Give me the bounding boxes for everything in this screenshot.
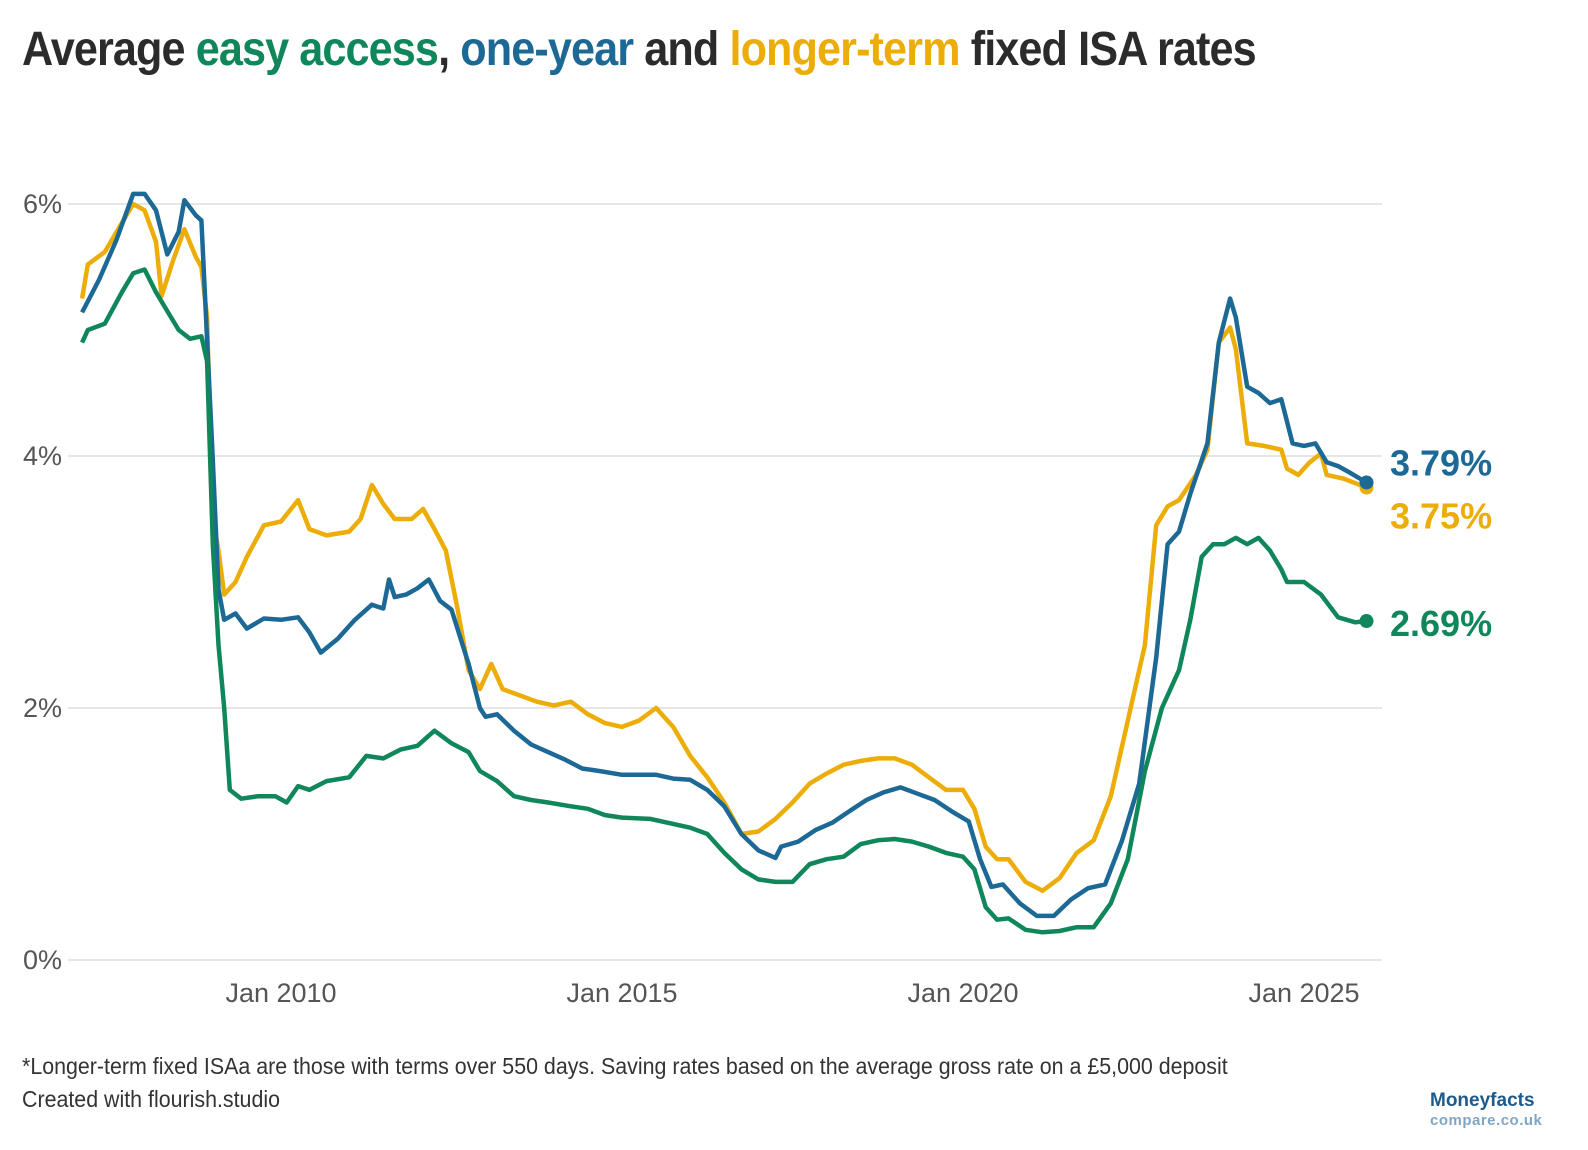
x-tick-label: Jan 2015 (566, 978, 677, 1008)
credit-link[interactable]: Created with flourish.studio (22, 1086, 281, 1112)
logo-line1: Moneyfacts (1430, 1090, 1535, 1111)
title-text: and (633, 23, 730, 76)
logo-line2: compare.co.uk (1430, 1111, 1543, 1129)
y-tick-label: 6% (23, 189, 62, 219)
end-point-one-year (1359, 475, 1374, 490)
title-text: Average (22, 23, 196, 76)
series-line-longer-term (79, 201, 1368, 893)
end-value-label: 3.75% (1390, 496, 1492, 537)
footer: *Longer-term fixed ISAa are those with t… (22, 1050, 1228, 1116)
footnote: *Longer-term fixed ISAa are those with t… (22, 1053, 1228, 1079)
end-point-easy-access (1359, 614, 1374, 629)
title-one-year: one-year (460, 23, 634, 76)
x-tick-label: Jan 2020 (907, 978, 1018, 1008)
y-tick-label: 0% (23, 945, 62, 975)
title-text: , (438, 23, 461, 76)
title-longer-term: longer-term (729, 23, 960, 76)
moneyfacts-logo: Moneyfacts compare.co.uk (1430, 1090, 1542, 1129)
end-value-label: 3.79% (1390, 442, 1492, 483)
series-line-easy-access (80, 267, 1367, 935)
title-easy-access: easy access (195, 23, 439, 76)
x-tick-label: Jan 2025 (1248, 978, 1359, 1008)
title-text: fixed ISA rates (959, 23, 1257, 76)
end-value-label: 2.69% (1390, 603, 1492, 644)
chart-title: Average easy access, one-year and longer… (22, 22, 1257, 77)
y-tick-label: 2% (23, 693, 62, 723)
series-line-one-year (80, 191, 1368, 919)
line-chart: 0% 2% 4% 6% Jan 2010 Jan 2015 Jan 2020 Jan 202… (23, 189, 1492, 1008)
y-tick-label: 4% (23, 441, 62, 471)
x-tick-label: Jan 2010 (225, 978, 336, 1008)
